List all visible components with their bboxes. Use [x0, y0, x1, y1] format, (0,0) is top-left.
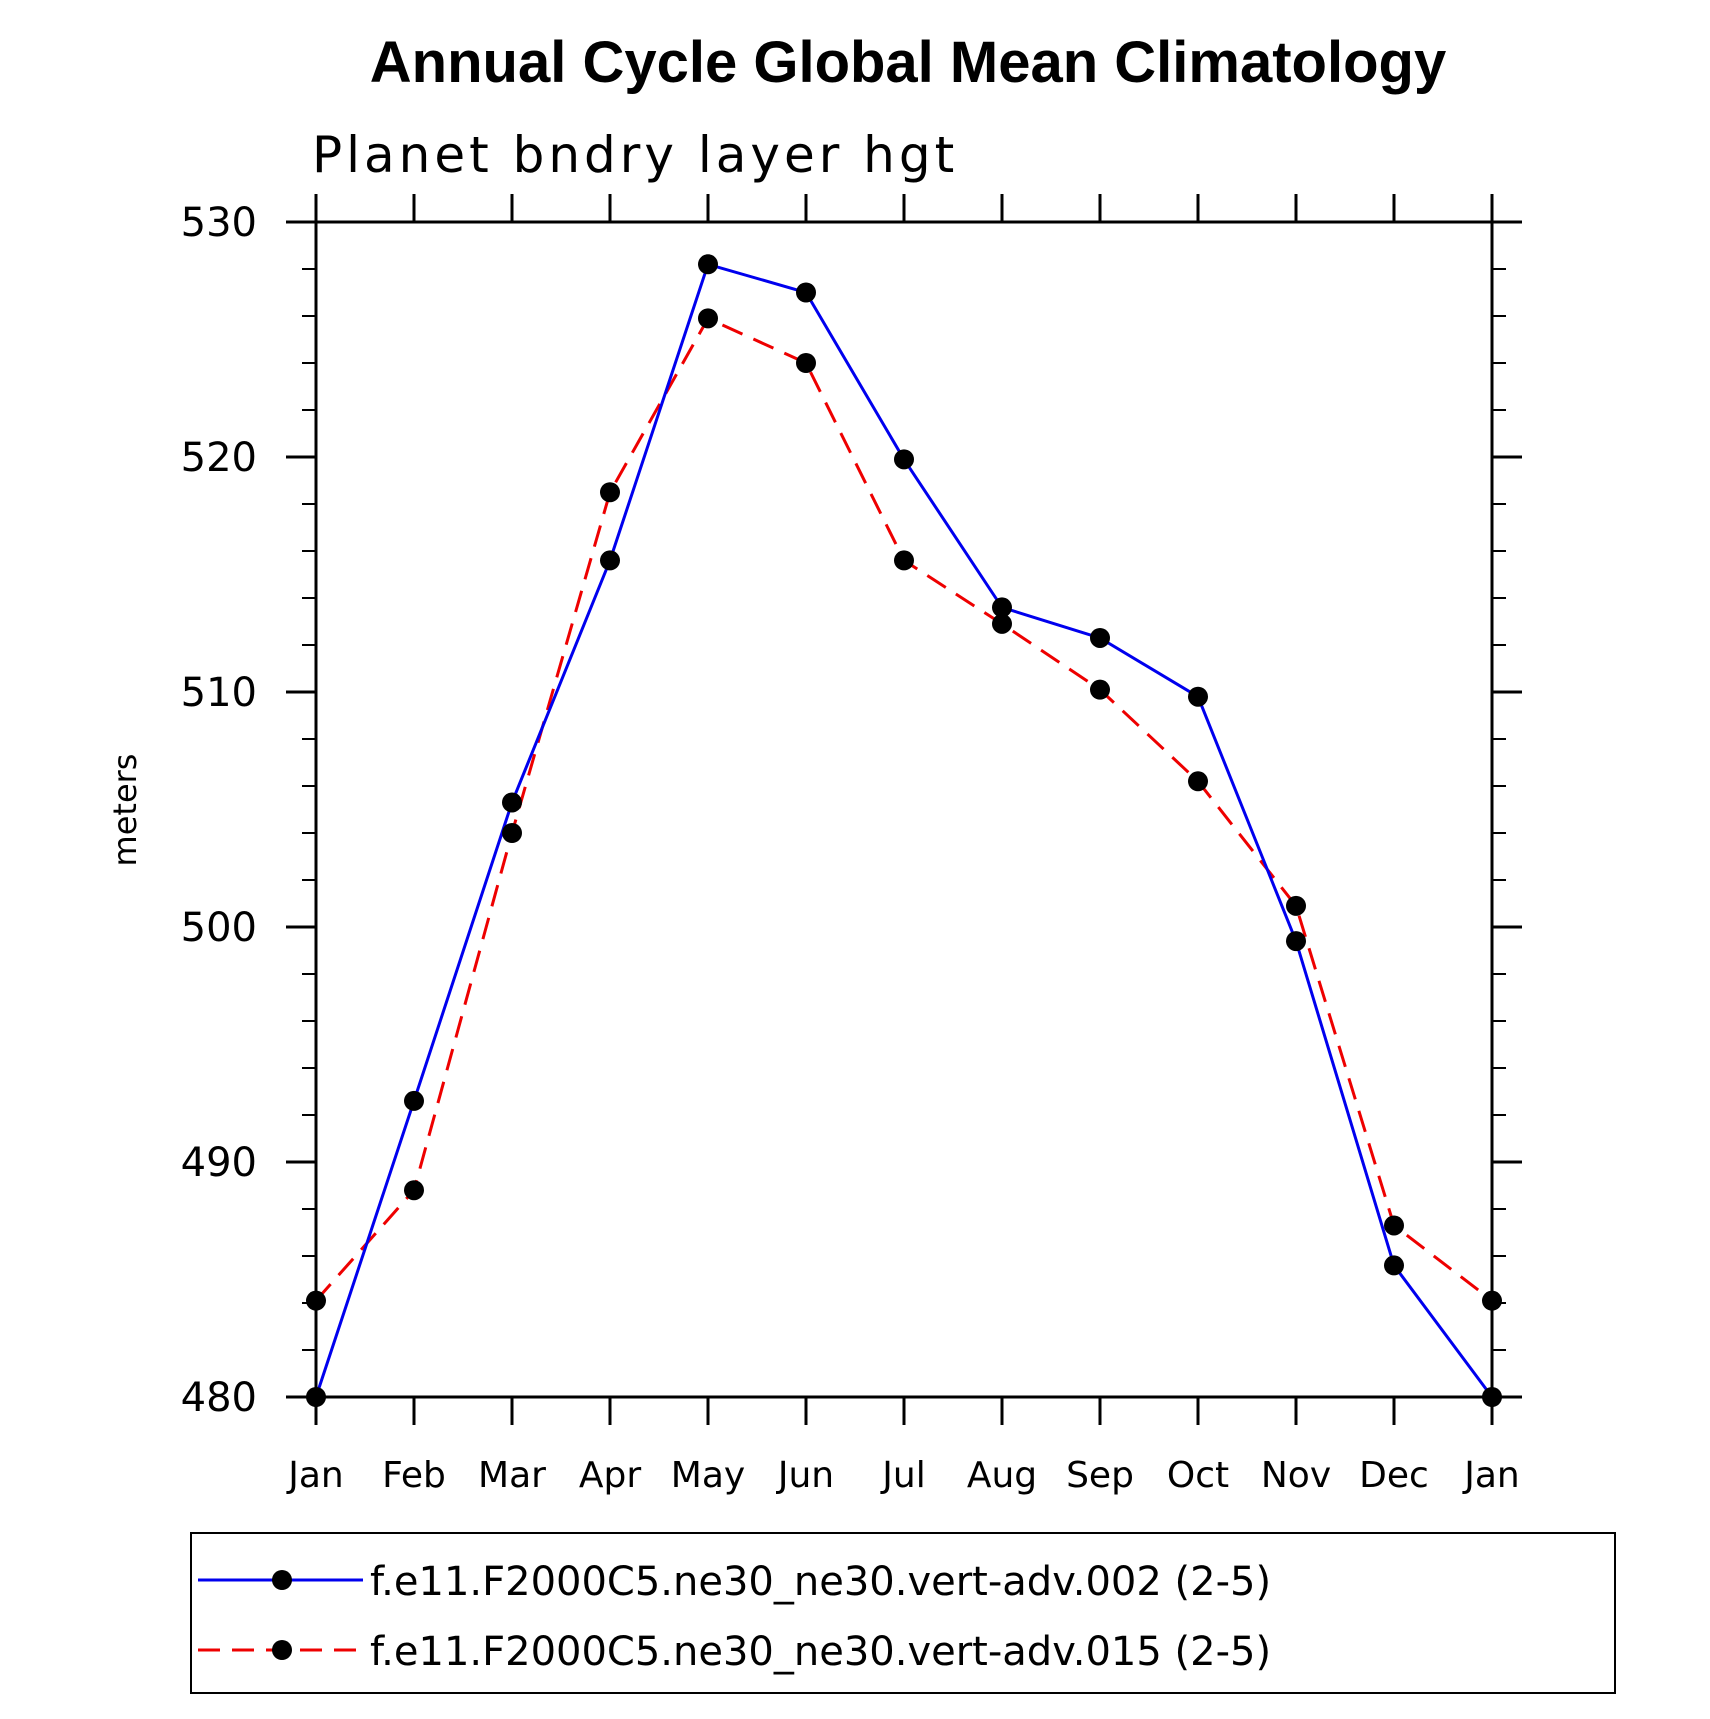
x-tick-label: Jan	[1462, 1455, 1520, 1496]
y-tick-label: 500	[181, 905, 257, 951]
x-tick-label: Nov	[1261, 1455, 1331, 1496]
series-1-point	[306, 1387, 326, 1407]
legend-box	[190, 1532, 1616, 1694]
x-tick-label: Feb	[382, 1455, 446, 1496]
x-tick-label: Aug	[967, 1455, 1037, 1496]
y-tick-label: 530	[181, 200, 257, 246]
x-tick-label: Jun	[776, 1455, 834, 1496]
series-1-point	[600, 550, 620, 571]
legend-marker-series-1	[272, 1570, 292, 1590]
y-tick-label: 520	[181, 435, 257, 481]
x-tick-label: Dec	[1359, 1455, 1429, 1496]
series-2-point	[698, 308, 718, 329]
series-2-point	[600, 482, 620, 503]
series-1-point	[894, 449, 914, 470]
y-tick-label: 490	[181, 1140, 257, 1186]
series-1-point	[1482, 1387, 1502, 1407]
series-layer	[306, 254, 1502, 1407]
legend: f.e11.F2000C5.ne30_ne30.vert-adv.002 (2-…	[190, 1532, 1616, 1694]
series-2-point	[306, 1290, 326, 1311]
x-tick-labels: Jan Feb Mar Apr May Jun Jul Aug Sep Oct Nov Dec Jan	[286, 1455, 1520, 1496]
y-tick-label: 510	[181, 670, 257, 716]
series-1-point	[1286, 931, 1306, 952]
chart-title: Annual Cycle Global Mean Climatology	[370, 30, 1446, 95]
x-tick-label: Jan	[286, 1455, 344, 1496]
y-axis-label: meters	[106, 754, 144, 867]
y-tick-label: 480	[181, 1375, 257, 1421]
legend-label-series-2: f.e11.F2000C5.ne30_ne30.vert-adv.015 (2-…	[370, 1629, 1271, 1675]
series-1-point	[404, 1090, 424, 1111]
series-2-point	[992, 613, 1012, 634]
legend-label-series-1: f.e11.F2000C5.ne30_ne30.vert-adv.002 (2-…	[370, 1559, 1271, 1605]
legend-marker-series-2	[272, 1640, 292, 1660]
series-2-point	[1188, 771, 1208, 792]
series-1-point	[1384, 1255, 1404, 1276]
series-2-point	[894, 550, 914, 571]
minor-ticks	[302, 268, 1506, 1351]
series-2-point	[502, 823, 522, 843]
series-1-point	[1090, 627, 1110, 648]
plot-frame	[314, 220, 1494, 1399]
series-1-point	[502, 792, 522, 813]
x-tick-label: Apr	[579, 1455, 641, 1496]
x-tick-label: Sep	[1066, 1455, 1134, 1496]
series-2-point	[1286, 895, 1306, 916]
series-1-point	[992, 597, 1012, 618]
y-tick-labels: 480 490 500 510 520 530	[181, 200, 257, 1421]
series-2-point	[796, 353, 816, 373]
x-tick-label: Mar	[478, 1455, 546, 1496]
series-2-point	[1384, 1215, 1404, 1236]
major-ticks	[286, 194, 1522, 1425]
series-1-point	[796, 282, 816, 303]
x-tick-label: Jul	[880, 1455, 925, 1496]
chart-subtitle: Planet bndry layer hgt	[312, 126, 958, 184]
x-tick-label: Oct	[1167, 1455, 1229, 1496]
series-line-1	[314, 262, 1494, 1398]
series-2-point	[1482, 1290, 1502, 1311]
series-2-point	[404, 1180, 424, 1201]
series-2-point	[1090, 679, 1110, 700]
x-tick-label: May	[671, 1455, 745, 1496]
series-1-point	[1188, 686, 1208, 707]
series-1-point	[698, 254, 718, 275]
